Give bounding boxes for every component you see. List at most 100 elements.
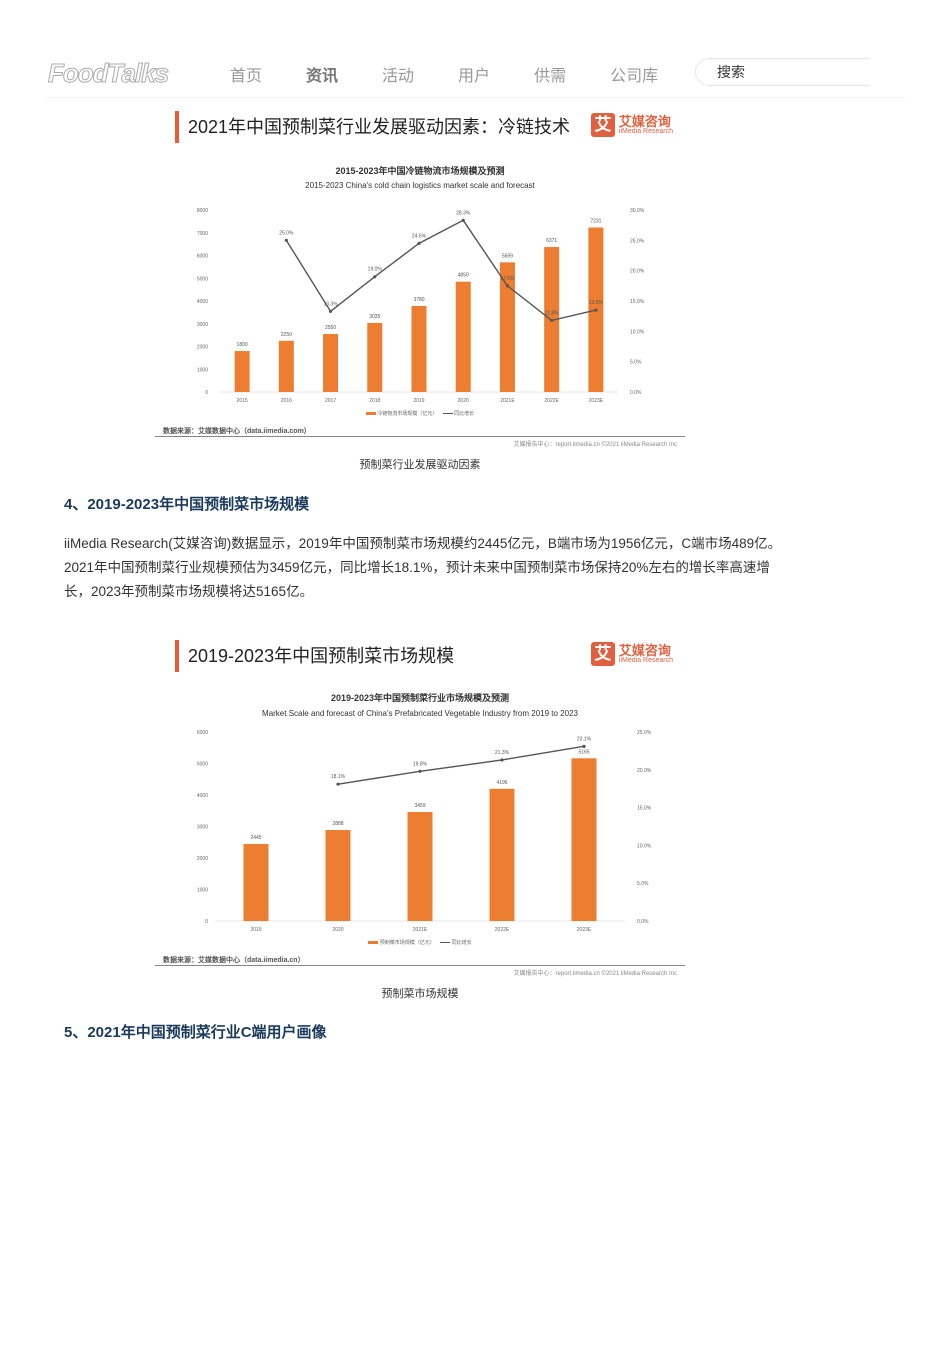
- svg-text:6371: 6371: [546, 238, 557, 244]
- svg-text:25.0%: 25.0%: [630, 238, 645, 244]
- svg-text:15.0%: 15.0%: [637, 806, 652, 812]
- svg-text:2017: 2017: [325, 398, 336, 404]
- section-5-title: 5、2021年中国预制菜行业C端用户画像: [64, 1024, 327, 1041]
- data-source: 数据来源：艾媒数据中心（data.iimedia.cn）: [163, 957, 305, 964]
- copyright: 艾媒报告中心：report.iimedia.cn ©2021 iiMedia R…: [513, 442, 677, 448]
- svg-text:4850: 4850: [458, 273, 469, 279]
- svg-text:30.0%: 30.0%: [630, 208, 645, 214]
- figure-title: 2019-2023年中国预制菜市场规模: [175, 640, 454, 672]
- svg-text:4000: 4000: [197, 299, 208, 305]
- svg-text:25.0%: 25.0%: [637, 730, 652, 736]
- nav-companies[interactable]: 公司库: [610, 68, 659, 85]
- svg-text:1800: 1800: [237, 342, 248, 348]
- svg-text:3035: 3035: [369, 314, 380, 320]
- svg-text:2000: 2000: [197, 856, 208, 862]
- svg-text:23.1%: 23.1%: [577, 736, 592, 742]
- imedia-brand: 艾 艾媒咨询 iiMedia Research: [590, 113, 673, 137]
- brand-cn: 艾媒咨询: [618, 643, 671, 658]
- svg-text:2445: 2445: [250, 835, 261, 841]
- svg-text:7231: 7231: [590, 218, 601, 224]
- svg-text:24.5%: 24.5%: [412, 233, 427, 239]
- svg-text:10.0%: 10.0%: [637, 843, 652, 849]
- divider: [155, 965, 685, 966]
- svg-text:2888: 2888: [332, 821, 343, 827]
- brand-en: iiMedia Research: [618, 128, 673, 135]
- svg-text:2250: 2250: [281, 332, 292, 338]
- chart-title: 2019-2023年中国预制菜行业市场规模及预测: [330, 693, 510, 703]
- svg-text:19.0%: 19.0%: [368, 267, 383, 273]
- svg-text:2020: 2020: [332, 927, 343, 933]
- svg-text:2000: 2000: [197, 345, 208, 351]
- legend-bar-label: 冷链物流市场规模（亿元）: [377, 411, 438, 417]
- svg-text:2018: 2018: [369, 398, 380, 404]
- brand-en: iiMedia Research: [618, 657, 673, 664]
- chart-legend: 预制菜市场规模（亿元） 同比增长: [155, 939, 685, 946]
- svg-text:5000: 5000: [197, 276, 208, 282]
- chart-subtitle: Market Scale and forecast of China's Pre…: [262, 709, 578, 718]
- legend-line-swatch: [440, 942, 451, 944]
- svg-text:1000: 1000: [197, 888, 208, 894]
- nav-users[interactable]: 用户: [458, 68, 491, 85]
- main-nav: 首页 资讯 活动 用户 供需 公司库: [230, 62, 702, 86]
- nav-news[interactable]: 资讯: [306, 68, 339, 85]
- search-input[interactable]: 搜索: [695, 58, 870, 86]
- svg-text:0.0%: 0.0%: [637, 919, 649, 925]
- chart-subtitle: 2015-2023 China's cold chain logistics m…: [305, 181, 535, 190]
- svg-text:2019: 2019: [250, 927, 261, 933]
- svg-text:5.0%: 5.0%: [630, 360, 642, 366]
- legend-bar-swatch: [368, 941, 379, 945]
- svg-text:28.3%: 28.3%: [456, 210, 471, 216]
- svg-text:13.5%: 13.5%: [589, 300, 604, 306]
- cold-chain-chart: 0 1000 2000 3000 4000 5000 6000 7000 8000 0.0% 5.0…: [197, 208, 645, 404]
- svg-text:20.0%: 20.0%: [630, 269, 645, 275]
- svg-text:2023E: 2023E: [577, 927, 592, 933]
- figure-cold-chain: 2021年中国预制菜行业发展驱动因素：冷链技术 艾 艾媒咨询 iiMedia R…: [155, 108, 685, 471]
- svg-text:1000: 1000: [197, 367, 208, 373]
- svg-text:5000: 5000: [197, 762, 208, 768]
- svg-text:25.0%: 25.0%: [279, 230, 294, 236]
- svg-text:2016: 2016: [281, 398, 292, 404]
- svg-text:2022E: 2022E: [544, 398, 559, 404]
- svg-text:3459: 3459: [414, 803, 425, 809]
- svg-text:4196: 4196: [496, 780, 507, 786]
- nav-home[interactable]: 首页: [230, 68, 263, 85]
- svg-text:17.5%: 17.5%: [500, 276, 515, 282]
- svg-text:18.1%: 18.1%: [331, 774, 346, 780]
- svg-text:5.0%: 5.0%: [637, 881, 649, 887]
- data-source: 数据来源：艾媒数据中心（data.iimedia.com）: [163, 428, 311, 435]
- svg-text:3780: 3780: [413, 297, 424, 303]
- svg-text:10.0%: 10.0%: [630, 329, 645, 335]
- divider: [155, 436, 685, 437]
- svg-text:21.3%: 21.3%: [495, 750, 510, 756]
- svg-text:0.0%: 0.0%: [630, 390, 642, 396]
- svg-text:11.8%: 11.8%: [545, 310, 559, 316]
- svg-text:2021E: 2021E: [500, 398, 515, 404]
- foodtalks-logo[interactable]: FoodTalks: [47, 58, 169, 89]
- svg-text:6000: 6000: [197, 254, 208, 260]
- legend-line-label: 同比增长: [451, 940, 472, 946]
- svg-text:2019: 2019: [413, 398, 424, 404]
- imedia-logo-icon: 艾: [590, 642, 615, 666]
- svg-text:20.0%: 20.0%: [637, 768, 652, 774]
- legend-line-label: 同比增长: [454, 411, 475, 417]
- svg-text:6000: 6000: [197, 730, 208, 736]
- svg-text:2015: 2015: [237, 398, 248, 404]
- nav-supply[interactable]: 供需: [534, 68, 567, 85]
- svg-text:7000: 7000: [197, 231, 208, 237]
- chart-title: 2015-2023年中国冷链物流市场规模及预测: [335, 166, 505, 176]
- legend-bar-swatch: [365, 412, 376, 416]
- figure-title: 2021年中国预制菜行业发展驱动因素：冷链技术: [175, 111, 570, 143]
- svg-text:19.8%: 19.8%: [413, 761, 428, 767]
- svg-text:2021E: 2021E: [413, 927, 428, 933]
- svg-text:0: 0: [205, 390, 208, 396]
- svg-text:2022E: 2022E: [495, 927, 510, 933]
- section-4-paragraph: iiMedia Research(艾媒咨询)数据显示，2019年中国预制菜市场规…: [64, 536, 782, 599]
- legend-line-swatch: [442, 413, 453, 415]
- imedia-brand: 艾 艾媒咨询 iiMedia Research: [590, 642, 673, 666]
- svg-text:2023E: 2023E: [589, 398, 604, 404]
- nav-events[interactable]: 活动: [382, 68, 415, 85]
- svg-text:3000: 3000: [197, 322, 208, 328]
- svg-text:5165: 5165: [578, 749, 589, 755]
- svg-text:4000: 4000: [197, 793, 208, 799]
- figure-caption: 预制菜市场规模: [381, 988, 459, 1000]
